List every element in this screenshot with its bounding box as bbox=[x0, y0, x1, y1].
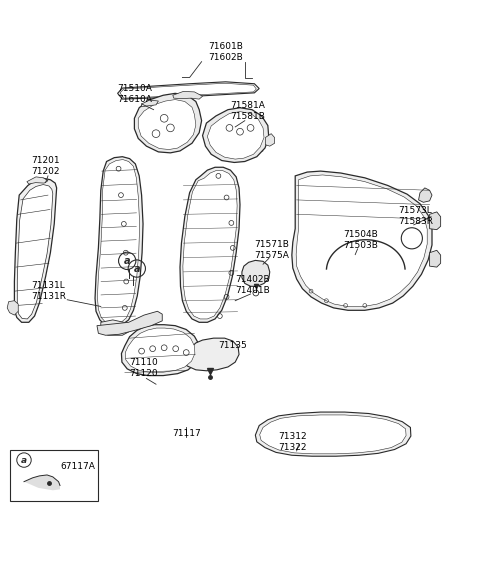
Polygon shape bbox=[430, 251, 441, 267]
Text: 71201
71202: 71201 71202 bbox=[31, 156, 60, 176]
Polygon shape bbox=[180, 167, 240, 322]
Text: 67117A: 67117A bbox=[60, 462, 95, 471]
Text: 71504B
71503B: 71504B 71503B bbox=[343, 230, 378, 251]
Text: 71573L
71583R: 71573L 71583R bbox=[398, 206, 433, 226]
Polygon shape bbox=[134, 93, 202, 153]
Text: 71131L
71131R: 71131L 71131R bbox=[31, 280, 66, 301]
Text: a: a bbox=[124, 256, 131, 266]
Text: 71601B
71602B: 71601B 71602B bbox=[208, 42, 243, 62]
Polygon shape bbox=[292, 171, 432, 310]
Polygon shape bbox=[296, 175, 427, 306]
Polygon shape bbox=[183, 171, 237, 319]
Polygon shape bbox=[430, 212, 441, 230]
Text: 71402B
71401B: 71402B 71401B bbox=[235, 275, 270, 295]
Polygon shape bbox=[17, 185, 53, 319]
Polygon shape bbox=[97, 159, 140, 324]
Polygon shape bbox=[120, 83, 256, 98]
Bar bbox=[10, 450, 98, 501]
Polygon shape bbox=[260, 415, 406, 454]
Polygon shape bbox=[95, 157, 143, 327]
Polygon shape bbox=[255, 412, 411, 456]
Polygon shape bbox=[7, 301, 18, 315]
Text: 71312
71322: 71312 71322 bbox=[278, 432, 307, 452]
Text: 71581A
71581B: 71581A 71581B bbox=[230, 101, 265, 120]
Text: 71571B
71575A: 71571B 71575A bbox=[254, 240, 289, 260]
Polygon shape bbox=[138, 100, 196, 150]
Text: 71510A
71610A: 71510A 71610A bbox=[118, 84, 153, 104]
Text: a: a bbox=[21, 455, 27, 464]
Polygon shape bbox=[207, 111, 264, 159]
Text: a: a bbox=[133, 263, 140, 274]
Polygon shape bbox=[14, 178, 57, 322]
Polygon shape bbox=[121, 325, 200, 376]
Polygon shape bbox=[182, 338, 239, 371]
Polygon shape bbox=[125, 328, 195, 372]
Polygon shape bbox=[419, 188, 432, 202]
Polygon shape bbox=[265, 133, 275, 146]
Polygon shape bbox=[24, 475, 60, 490]
Polygon shape bbox=[203, 108, 269, 163]
Polygon shape bbox=[27, 177, 48, 184]
Polygon shape bbox=[118, 82, 259, 99]
Polygon shape bbox=[242, 260, 270, 287]
Polygon shape bbox=[101, 320, 129, 335]
Polygon shape bbox=[142, 100, 158, 107]
Text: 71110
71120: 71110 71120 bbox=[130, 359, 158, 378]
Polygon shape bbox=[97, 311, 162, 335]
Polygon shape bbox=[173, 91, 203, 99]
Text: 71117: 71117 bbox=[172, 429, 201, 438]
Text: 71135: 71135 bbox=[218, 341, 247, 350]
